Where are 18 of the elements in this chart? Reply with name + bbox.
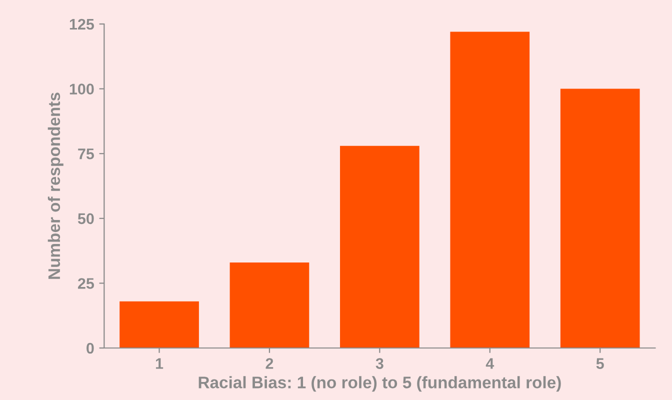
x-tick-label: 1 xyxy=(156,358,164,369)
x-axis-title: Racial Bias: 1 (no role) to 5 (fundamental role) xyxy=(198,376,561,392)
bar xyxy=(120,301,199,348)
x-tick-label: 5 xyxy=(596,358,604,369)
y-tick-label: 75 xyxy=(78,148,94,160)
bar xyxy=(450,32,530,348)
bar xyxy=(340,146,420,348)
x-tick-label: 3 xyxy=(376,358,384,369)
y-tick-label: 125 xyxy=(70,18,94,30)
y-tick-label: 0 xyxy=(86,342,94,354)
y-tick-label: 50 xyxy=(78,213,94,224)
y-axis-title: Number of respondents xyxy=(48,92,64,279)
x-tick-label: 4 xyxy=(486,358,494,369)
x-tick-label: 2 xyxy=(266,358,274,369)
y-tick-label: 100 xyxy=(70,84,94,94)
bar xyxy=(230,262,310,348)
y-tick-label: 25 xyxy=(78,278,94,289)
bar xyxy=(560,88,640,348)
